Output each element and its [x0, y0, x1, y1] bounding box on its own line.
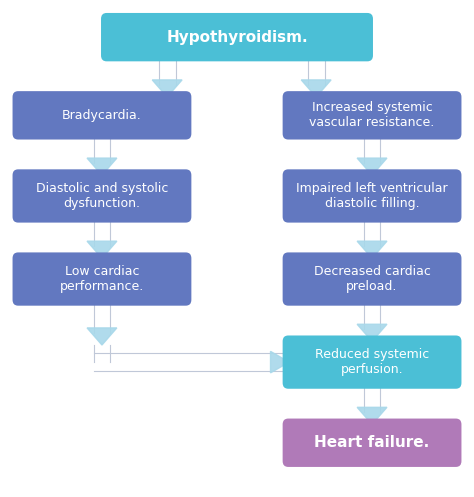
FancyBboxPatch shape — [12, 169, 191, 223]
Polygon shape — [357, 408, 387, 424]
Text: Diastolic and systolic
dysfunction.: Diastolic and systolic dysfunction. — [36, 182, 168, 210]
Text: Hypothyroidism.: Hypothyroidism. — [166, 30, 308, 45]
Polygon shape — [271, 351, 289, 373]
Polygon shape — [357, 158, 387, 175]
Polygon shape — [152, 80, 182, 97]
Polygon shape — [87, 158, 117, 175]
Polygon shape — [87, 241, 117, 258]
Polygon shape — [357, 241, 387, 258]
Text: Decreased cardiac
preload.: Decreased cardiac preload. — [314, 265, 430, 293]
FancyBboxPatch shape — [283, 252, 462, 306]
Text: Heart failure.: Heart failure. — [314, 435, 429, 450]
Text: Bradycardia.: Bradycardia. — [62, 109, 142, 122]
Polygon shape — [301, 80, 331, 97]
FancyBboxPatch shape — [12, 252, 191, 306]
Polygon shape — [357, 324, 387, 341]
FancyBboxPatch shape — [12, 91, 191, 140]
Polygon shape — [87, 328, 117, 345]
Text: Increased systemic
vascular resistance.: Increased systemic vascular resistance. — [310, 101, 435, 129]
FancyBboxPatch shape — [283, 169, 462, 223]
FancyBboxPatch shape — [283, 335, 462, 389]
FancyBboxPatch shape — [283, 418, 462, 467]
Text: Low cardiac
performance.: Low cardiac performance. — [60, 265, 144, 293]
Text: Reduced systemic
perfusion.: Reduced systemic perfusion. — [315, 348, 429, 376]
FancyBboxPatch shape — [101, 13, 373, 61]
Text: Impaired left ventricular
diastolic filling.: Impaired left ventricular diastolic fill… — [296, 182, 448, 210]
FancyBboxPatch shape — [283, 91, 462, 140]
